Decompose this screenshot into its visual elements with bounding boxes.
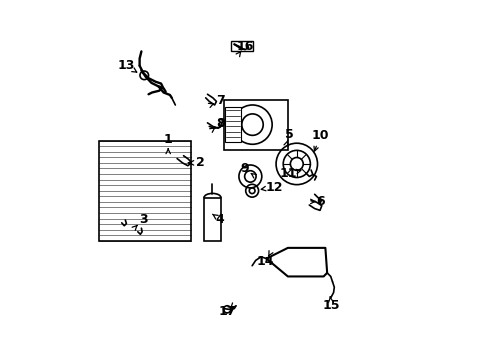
Text: 4: 4 <box>216 213 224 226</box>
Bar <box>98 141 192 241</box>
Text: 5: 5 <box>285 128 294 141</box>
Text: 11: 11 <box>280 167 297 180</box>
Text: 2: 2 <box>196 156 205 169</box>
Text: 16: 16 <box>236 40 254 53</box>
Text: 3: 3 <box>139 213 147 226</box>
Text: 14: 14 <box>257 255 274 268</box>
Bar <box>223 100 288 150</box>
Text: 6: 6 <box>317 195 325 208</box>
Text: 8: 8 <box>217 117 225 130</box>
Bar <box>231 41 253 51</box>
Text: 13: 13 <box>118 59 135 72</box>
Text: 15: 15 <box>323 299 340 312</box>
Bar <box>204 198 221 241</box>
Text: 12: 12 <box>266 181 283 194</box>
Text: 9: 9 <box>240 162 248 175</box>
Text: 7: 7 <box>216 94 225 107</box>
Text: 1: 1 <box>164 134 172 147</box>
Text: 10: 10 <box>312 129 329 142</box>
Bar <box>225 107 242 143</box>
Text: 17: 17 <box>219 305 236 318</box>
